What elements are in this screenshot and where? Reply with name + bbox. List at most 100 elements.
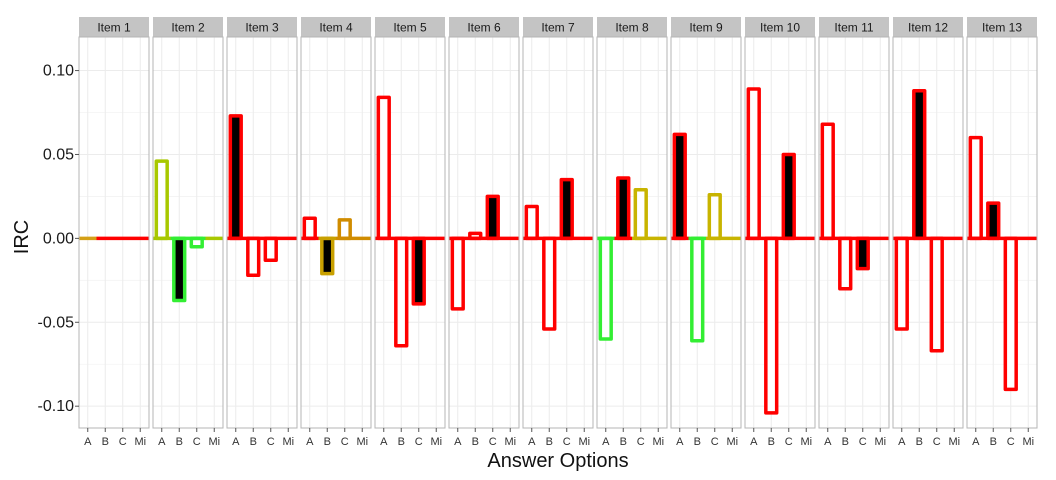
panel-border — [522, 36, 594, 429]
x-tick-label: C — [785, 436, 793, 448]
facet-label: Item 9 — [689, 21, 723, 35]
x-tick-label: A — [380, 436, 388, 448]
x-tick-label: Mi — [134, 436, 146, 448]
bar-distractor — [394, 236, 409, 348]
y-tick-label: 0.05 — [43, 146, 74, 163]
facet-strip — [375, 17, 445, 37]
y-axis-title: IRC — [11, 220, 33, 254]
x-tick-label: Mi — [948, 436, 960, 448]
x-tick-label: B — [472, 436, 479, 448]
facet-label: Item 11 — [834, 21, 873, 35]
facet-strip — [449, 17, 519, 37]
facet-panel: Item 11 A B C Mi — [818, 17, 890, 448]
panel-border — [818, 36, 890, 429]
x-tick-label: B — [398, 436, 405, 448]
x-tick-label: A — [750, 436, 758, 448]
facet-strip — [79, 17, 149, 37]
bar-distractor — [820, 122, 835, 241]
x-tick-label: B — [546, 436, 553, 448]
panel-border — [596, 36, 668, 429]
x-tick-label: A — [528, 436, 536, 448]
x-tick-label: Mi — [800, 436, 812, 448]
bar-key-option — [559, 177, 574, 241]
bar-key-option — [855, 236, 870, 271]
panel-background — [597, 37, 667, 428]
panel-background — [79, 37, 149, 428]
facet-label: Item 6 — [467, 21, 501, 35]
x-tick-label: A — [676, 436, 684, 448]
bar-distractor — [894, 236, 909, 331]
x-tick-label: Mi — [578, 436, 590, 448]
bar-key-option — [672, 132, 687, 241]
panel-border — [744, 36, 816, 429]
bar-distractor — [337, 218, 352, 241]
facet-label: Item 1 — [97, 21, 131, 35]
x-tick-label: C — [933, 436, 941, 448]
bar-distractor — [838, 236, 853, 291]
bar-distractor — [968, 135, 983, 241]
bar-distractor — [524, 204, 539, 241]
bar-distractor — [302, 216, 317, 241]
x-tick-label: Mi — [208, 436, 220, 448]
y-tick-label: 0.00 — [43, 230, 74, 247]
bar-distractor — [690, 236, 705, 343]
facet-panel: Item 7 A B C Mi — [522, 17, 594, 448]
x-tick-label: C — [267, 436, 275, 448]
facet-strip — [893, 17, 963, 37]
panel-border — [892, 36, 964, 429]
x-tick-label: A — [158, 436, 166, 448]
bar-distractor — [450, 236, 465, 311]
facet-label: Item 13 — [982, 21, 1022, 35]
y-tick-label: -0.10 — [38, 398, 75, 415]
facet-label: Item 5 — [393, 21, 427, 35]
x-tick-label: B — [250, 436, 257, 448]
x-tick-label: A — [824, 436, 832, 448]
facet-panel: Item 9 A B C Mi — [670, 17, 742, 448]
y-tick-label: -0.05 — [38, 314, 75, 331]
panel-border — [966, 36, 1038, 429]
facet-label: Item 12 — [908, 21, 948, 35]
x-tick-label: C — [119, 436, 127, 448]
x-tick-label: C — [341, 436, 349, 448]
bar-key-option — [320, 236, 335, 276]
bar-key-option — [172, 236, 187, 303]
bar-distractor — [154, 159, 169, 241]
y-axis: -0.10 -0.05 0.00 0.05 0.10 — [38, 63, 79, 415]
bar-distractor — [263, 236, 278, 262]
bar-key-option — [411, 236, 426, 306]
facet-label: Item 8 — [615, 21, 649, 35]
x-tick-label: B — [916, 436, 923, 448]
bar-key-option — [912, 88, 927, 241]
facet-panel: Item 4 A B C Mi — [300, 17, 372, 448]
bar-key-option — [485, 194, 500, 241]
bar-distractor — [746, 87, 761, 241]
x-tick-label: C — [1007, 436, 1015, 448]
bar-key-option — [986, 201, 1001, 241]
facet-label: Item 4 — [319, 21, 353, 35]
facet-strip — [523, 17, 593, 37]
facet-label: Item 10 — [760, 21, 800, 35]
bar-key-option — [781, 152, 796, 241]
bar-distractor — [542, 236, 557, 331]
facet-panel: Item 13 A B C Mi — [966, 17, 1038, 448]
panel-background — [893, 37, 963, 428]
panel-border — [300, 36, 372, 429]
panel-border — [226, 36, 298, 429]
x-tick-label: C — [711, 436, 719, 448]
x-tick-label: C — [193, 436, 201, 448]
bar-distractor — [1003, 236, 1018, 392]
facet-strip — [301, 17, 371, 37]
bar-key-option — [228, 114, 243, 241]
bar-distractor — [707, 192, 722, 241]
facet-panel: Item 6 A B C Mi — [448, 17, 520, 448]
x-tick-label: B — [102, 436, 109, 448]
x-tick-label: B — [842, 436, 849, 448]
panel-border — [78, 36, 150, 429]
facet-panel: Item 3 A B C Mi — [226, 17, 298, 448]
x-tick-label: Mi — [874, 436, 886, 448]
x-tick-label: B — [620, 436, 627, 448]
bar-distractor — [376, 95, 391, 241]
x-tick-label: Mi — [1022, 436, 1034, 448]
y-tick-label: 0.10 — [43, 63, 74, 80]
